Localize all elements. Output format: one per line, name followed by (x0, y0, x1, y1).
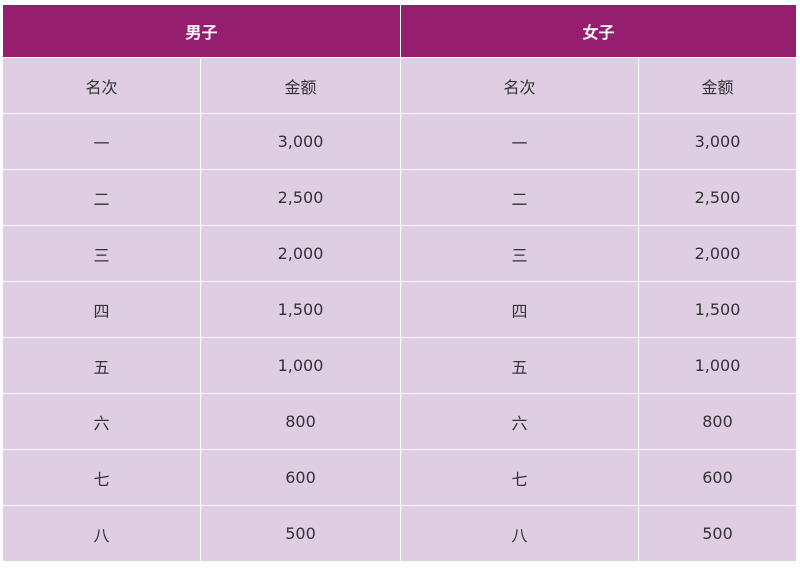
rank-cell: 一 (400, 113, 639, 170)
rank-header: 名次 (2, 57, 201, 114)
column-header-row: 名次 金额 名次 金额 (2, 57, 797, 114)
table-row: 七 600 七 600 (2, 449, 797, 506)
rank-cell: 七 (400, 449, 639, 506)
table-row: 八 500 八 500 (2, 505, 797, 562)
amount-header: 金额 (200, 57, 401, 114)
table-row: 五 1,000 五 1,000 (2, 337, 797, 394)
rank-cell: 六 (400, 393, 639, 450)
rank-cell: 三 (2, 225, 201, 282)
table-row: 三 2,000 三 2,000 (2, 225, 797, 282)
men-amount-cell: 1,500 (200, 281, 401, 338)
women-header: 女子 (400, 4, 797, 58)
women-amount-cell: 500 (638, 505, 797, 562)
table-row: 六 800 六 800 (2, 393, 797, 450)
rank-cell: 四 (2, 281, 201, 338)
rank-cell: 四 (400, 281, 639, 338)
rank-cell: 一 (2, 113, 201, 170)
men-header: 男子 (2, 4, 401, 58)
rank-cell: 八 (400, 505, 639, 562)
table-row: 四 1,500 四 1,500 (2, 281, 797, 338)
rank-cell: 六 (2, 393, 201, 450)
men-amount-cell: 800 (200, 393, 401, 450)
group-header-row: 男子 女子 (2, 4, 797, 58)
men-amount-cell: 500 (200, 505, 401, 562)
women-amount-cell: 3,000 (638, 113, 797, 170)
men-amount-cell: 1,000 (200, 337, 401, 394)
women-amount-cell: 800 (638, 393, 797, 450)
women-amount-cell: 600 (638, 449, 797, 506)
women-amount-cell: 2,000 (638, 225, 797, 282)
rank-cell: 五 (2, 337, 201, 394)
rank-cell: 二 (2, 169, 201, 226)
rank-cell: 五 (400, 337, 639, 394)
women-amount-cell: 1,000 (638, 337, 797, 394)
women-amount-cell: 2,500 (638, 169, 797, 226)
men-amount-cell: 3,000 (200, 113, 401, 170)
rank-header: 名次 (400, 57, 639, 114)
rank-cell: 八 (2, 505, 201, 562)
men-amount-cell: 2,000 (200, 225, 401, 282)
rank-cell: 三 (400, 225, 639, 282)
women-amount-cell: 1,500 (638, 281, 797, 338)
men-amount-cell: 600 (200, 449, 401, 506)
rank-cell: 七 (2, 449, 201, 506)
amount-header: 金额 (638, 57, 797, 114)
prize-table: 男子 女子 名次 金额 名次 金额 一 3,000 一 3,000 二 2,500 二 2,5… (2, 4, 797, 562)
rank-cell: 二 (400, 169, 639, 226)
table-row: 一 3,000 一 3,000 (2, 113, 797, 170)
table-row: 二 2,500 二 2,500 (2, 169, 797, 226)
men-amount-cell: 2,500 (200, 169, 401, 226)
